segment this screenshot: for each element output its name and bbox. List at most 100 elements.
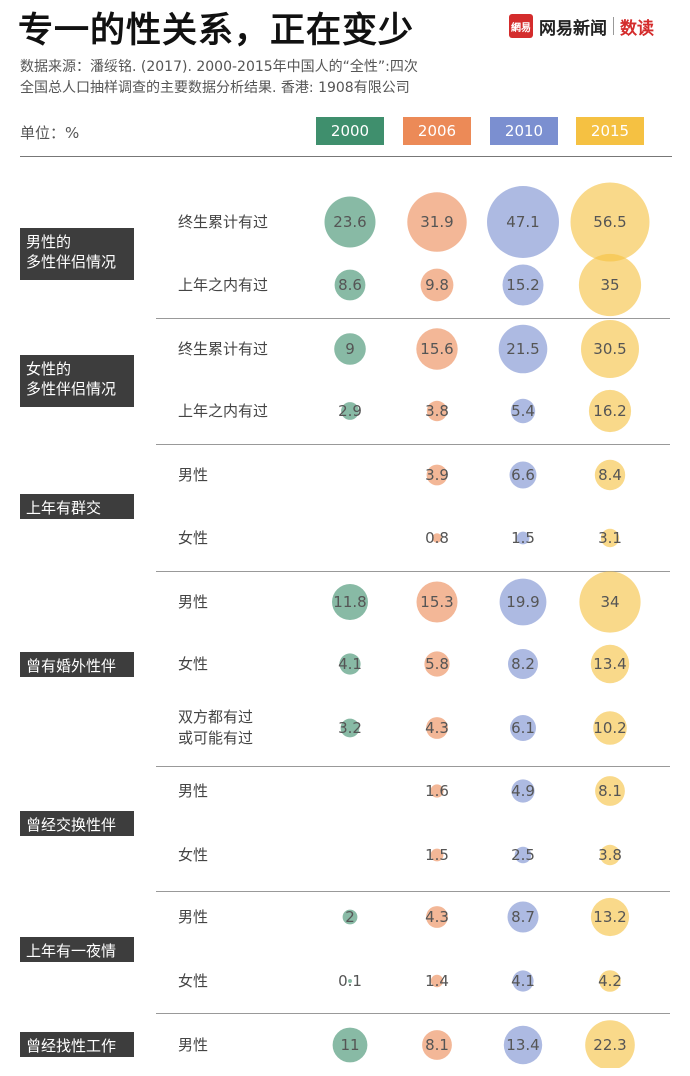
row-label: 终生累计有过 [178,339,269,358]
bubble-value-label: 4.1 [511,972,535,990]
group-label: 曾有婚外性伴侣 [20,652,134,695]
group-divider [156,1013,670,1014]
bubble-value-label: 2.9 [338,402,362,420]
source-line-2: 全国总人口抽样调查的主要数据分析结果. 香港: 1908有限公司 [20,80,410,96]
bubble-2010 [512,970,534,992]
legend-year-2000: 2000 [316,117,384,145]
bubble-value-label: 8.7 [511,908,535,926]
bubble-2000 [332,1027,368,1063]
bubble-2015 [600,528,620,548]
group-label: 上年有群交 [20,494,134,519]
bubble-value-label: 15.6 [420,340,453,358]
brand-sub: 数读 [620,18,654,39]
bubble-value-label: 0.8 [425,529,449,547]
bubble-2010 [499,578,547,626]
bubble-2015 [594,459,626,491]
bubble-2006 [426,400,448,422]
bubble-2010 [514,846,532,864]
bubble-2015 [588,389,632,433]
group-label: 女性的 多性伴侣情况 [20,355,134,407]
row-label: 双方都有过 或可能有过 [178,708,254,747]
bubble-2015 [579,571,641,633]
bubble-2015 [570,182,650,262]
bubble-value-label: 2.5 [511,846,535,864]
unit-label: 单位：% [20,124,80,142]
row-label: 上年之内有过 [178,401,269,420]
bubble-value-label: 4.3 [425,719,449,737]
bubble-value-label: 6.1 [511,719,535,737]
bubble-value-label: 4.1 [338,655,362,673]
group-divider [156,318,670,319]
bubble-2006 [432,533,442,543]
bubble-2006 [426,717,448,739]
row-label: 男性 [178,465,209,484]
bubble-value-label: 15.2 [506,276,539,294]
row-label: 女性 [178,528,209,547]
bubble-2010 [511,779,535,803]
bubble-2015 [595,776,625,806]
bubble-2010 [510,398,536,424]
bubble-value-label: 19.9 [506,593,539,611]
bubble-value-label: 4.9 [511,782,535,800]
bubble-value-label: 3.8 [425,402,449,420]
bubble-2000 [348,979,352,983]
bubble-value-label: 8.4 [598,466,622,484]
bubble-value-label: 13.2 [593,908,626,926]
row-label: 终生累计有过 [178,212,269,231]
bubble-2015 [599,970,621,992]
bubble-value-label: 34 [600,593,619,611]
group-label: 男性的 多性伴侣情况 [20,228,134,280]
netease-logo-icon: 網易 [509,14,533,38]
row-label: 女性 [178,654,209,673]
bubble-2000 [340,718,360,738]
row-label: 男性 [178,907,209,926]
bubble-2000 [334,269,366,301]
bubble-value-label: 35 [600,276,619,294]
bubble-value-label: 16.2 [593,402,626,420]
row-label: 男性 [178,592,209,611]
bubble-value-label: 1.6 [425,782,449,800]
bubble-2010 [509,461,537,489]
bubble-2000 [341,402,359,420]
bubble-2006 [430,848,444,862]
bubble-2006 [430,974,444,988]
bubble-value-label: 11 [340,1036,359,1054]
bubble-value-label: 5.8 [425,655,449,673]
row-label: 男性 [178,781,209,800]
bubble-value-label: 9.8 [425,276,449,294]
legend-year-2010: 2010 [490,117,558,145]
bubble-value-label: 4.3 [425,908,449,926]
bubble-value-label: 3.8 [598,846,622,864]
bubble-2015 [581,320,639,378]
bubble-value-label: 8.1 [598,782,622,800]
bubble-2015 [593,711,627,745]
bubble-2010 [516,531,530,545]
row-label: 女性 [178,845,209,864]
bubble-2006 [424,651,450,677]
group-divider [156,766,670,767]
bubble-2000 [339,653,361,675]
bubble-value-label: 13.4 [506,1036,539,1054]
bubble-value-label: 21.5 [506,340,539,358]
bubble-2006 [416,328,458,370]
source-line-1: 数据来源：潘绥铭. (2017). 2000-2015年中国人的“全性”:四次 [20,59,418,75]
header-divider [20,156,672,157]
source-note: 数据来源：潘绥铭. (2017). 2000-2015年中国人的“全性”:四次 … [20,57,580,99]
bubble-value-label: 8.2 [511,655,535,673]
bubble-2010 [498,324,548,374]
bubble-2000 [332,584,368,620]
bubble-2015 [585,1020,635,1068]
bubble-2015 [590,644,630,684]
bubble-value-label: 47.1 [506,213,539,231]
bubble-2006 [407,192,467,252]
row-label: 女性 [178,971,209,990]
bubble-value-label: 3.9 [425,466,449,484]
bubble-2006 [416,581,458,623]
bubble-value-label: 22.3 [593,1036,626,1054]
bubble-2010 [502,264,544,306]
bubble-2006 [430,784,444,798]
brand-name: 网易新闻 [539,18,607,39]
bubble-value-label: 2 [345,908,355,926]
bubble-value-label: 1.5 [511,529,535,547]
bubble-value-label: 1.5 [425,846,449,864]
